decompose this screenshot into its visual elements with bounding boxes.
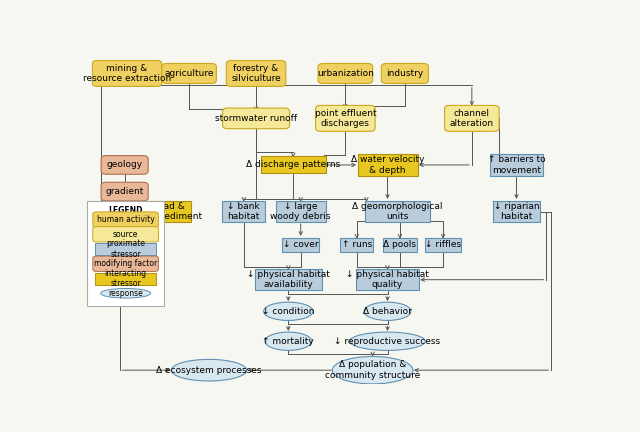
Text: urbanization: urbanization (317, 69, 374, 78)
Text: Δ behavior: Δ behavior (363, 307, 412, 316)
FancyBboxPatch shape (260, 156, 326, 173)
Text: ↓ reproductive success: ↓ reproductive success (335, 337, 440, 346)
FancyBboxPatch shape (445, 105, 499, 131)
FancyBboxPatch shape (93, 256, 159, 271)
Ellipse shape (264, 302, 313, 321)
Text: ↓ bank
habitat: ↓ bank habitat (227, 202, 260, 221)
FancyBboxPatch shape (318, 64, 372, 83)
Text: Δ water velocity
& depth: Δ water velocity & depth (351, 155, 424, 175)
FancyBboxPatch shape (227, 60, 286, 86)
Text: geology: geology (107, 160, 143, 169)
FancyBboxPatch shape (356, 269, 419, 290)
Ellipse shape (364, 302, 411, 321)
Text: proximate
stressor: proximate stressor (106, 239, 145, 259)
Text: Δ pools: Δ pools (383, 240, 417, 249)
FancyBboxPatch shape (101, 182, 148, 201)
FancyBboxPatch shape (276, 201, 326, 222)
Text: ↓ riparian
habitat: ↓ riparian habitat (493, 202, 540, 221)
Text: ↓ large
woody debris: ↓ large woody debris (271, 202, 331, 221)
FancyBboxPatch shape (358, 154, 417, 175)
FancyBboxPatch shape (222, 201, 265, 222)
Text: ↓ condition: ↓ condition (262, 307, 315, 316)
Text: ↓ physical habitat
quality: ↓ physical habitat quality (346, 270, 429, 289)
Text: point effluent
discharges: point effluent discharges (314, 109, 376, 128)
Text: gradient: gradient (106, 187, 144, 196)
Text: human activity: human activity (97, 215, 154, 224)
Text: modifying factor: modifying factor (94, 259, 157, 268)
Text: industry: industry (387, 69, 424, 78)
Text: Δ ecosystem processes: Δ ecosystem processes (156, 365, 262, 375)
FancyBboxPatch shape (425, 238, 461, 252)
Text: ↓ physical habitat
availability: ↓ physical habitat availability (247, 270, 330, 289)
Ellipse shape (100, 289, 150, 298)
FancyBboxPatch shape (101, 156, 148, 174)
FancyBboxPatch shape (88, 200, 164, 306)
FancyBboxPatch shape (123, 201, 191, 222)
FancyBboxPatch shape (92, 60, 162, 86)
Ellipse shape (332, 356, 413, 384)
Text: interacting
stressor: interacting stressor (104, 269, 147, 288)
Text: source: source (113, 230, 138, 239)
Text: Δ discharge patterns: Δ discharge patterns (246, 160, 340, 169)
FancyBboxPatch shape (95, 243, 156, 255)
Text: agriculture: agriculture (164, 69, 214, 78)
Ellipse shape (265, 332, 312, 350)
FancyBboxPatch shape (490, 154, 543, 175)
Text: ↑ runs: ↑ runs (342, 240, 372, 249)
FancyBboxPatch shape (340, 238, 373, 252)
Text: Δ population &
community structure: Δ population & community structure (325, 360, 420, 380)
FancyBboxPatch shape (93, 212, 159, 227)
Text: Δ geomorphological
units: Δ geomorphological units (352, 202, 443, 221)
FancyBboxPatch shape (95, 273, 156, 285)
Text: response: response (108, 289, 143, 298)
Ellipse shape (350, 332, 425, 350)
Text: ↑ barriers to
movement: ↑ barriers to movement (488, 155, 545, 175)
Text: stormwater runoff: stormwater runoff (215, 114, 297, 123)
Text: channel
alteration: channel alteration (450, 109, 494, 128)
Text: ↓ riffles: ↓ riffles (425, 240, 461, 249)
FancyBboxPatch shape (282, 238, 319, 252)
FancyBboxPatch shape (255, 269, 322, 290)
FancyBboxPatch shape (383, 238, 417, 252)
Text: ↑ bedload &
deposited sediment: ↑ bedload & deposited sediment (112, 202, 202, 221)
FancyBboxPatch shape (162, 64, 216, 83)
FancyBboxPatch shape (365, 201, 430, 222)
Text: forestry &
silviculture: forestry & silviculture (231, 64, 281, 83)
FancyBboxPatch shape (493, 201, 540, 222)
Text: LEGEND: LEGEND (108, 206, 143, 215)
FancyBboxPatch shape (223, 108, 289, 129)
FancyBboxPatch shape (316, 105, 375, 131)
Ellipse shape (172, 359, 246, 381)
Text: ↑ mortality: ↑ mortality (262, 337, 314, 346)
FancyBboxPatch shape (381, 64, 428, 83)
FancyBboxPatch shape (93, 227, 159, 242)
Text: ↓ cover: ↓ cover (283, 240, 319, 249)
Text: mining &
resource extraction: mining & resource extraction (83, 64, 172, 83)
